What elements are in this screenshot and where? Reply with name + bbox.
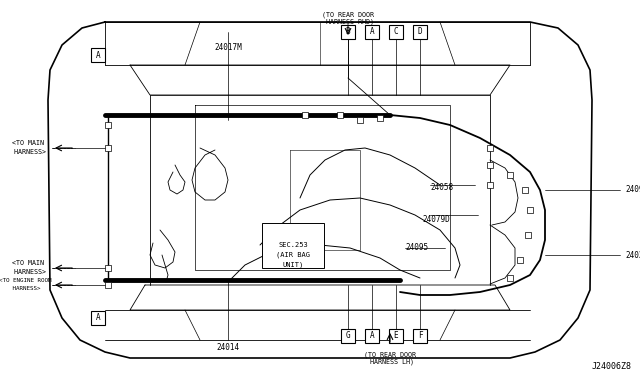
Bar bbox=[389, 329, 403, 343]
Bar bbox=[507, 275, 513, 281]
Text: HARNESS>: HARNESS> bbox=[9, 286, 41, 292]
Text: 24014: 24014 bbox=[216, 343, 239, 353]
Text: C: C bbox=[394, 28, 398, 36]
Text: HARNESS LH): HARNESS LH) bbox=[366, 359, 414, 365]
Bar bbox=[365, 329, 379, 343]
Text: A: A bbox=[96, 314, 100, 323]
Text: HARNESS>: HARNESS> bbox=[10, 149, 46, 155]
Bar bbox=[517, 257, 523, 263]
Text: G: G bbox=[346, 331, 350, 340]
Bar bbox=[262, 223, 324, 268]
Text: 24079D: 24079D bbox=[422, 215, 450, 224]
Text: SEC.253: SEC.253 bbox=[278, 242, 308, 248]
Text: 24058: 24058 bbox=[430, 183, 453, 192]
Bar bbox=[487, 145, 493, 151]
Bar bbox=[91, 48, 105, 62]
Text: D: D bbox=[418, 28, 422, 36]
Bar bbox=[507, 172, 513, 178]
Bar bbox=[341, 25, 355, 39]
Text: 24093M: 24093M bbox=[625, 186, 640, 195]
Bar bbox=[365, 25, 379, 39]
Bar bbox=[337, 112, 343, 118]
Polygon shape bbox=[48, 22, 592, 358]
Bar bbox=[413, 329, 427, 343]
Text: UNIT): UNIT) bbox=[282, 262, 303, 268]
Text: (TO REAR DOOR: (TO REAR DOOR bbox=[322, 12, 374, 18]
Bar bbox=[105, 265, 111, 271]
Text: HARNESS>: HARNESS> bbox=[10, 269, 46, 275]
Text: 24017M: 24017M bbox=[214, 44, 242, 52]
Bar bbox=[302, 112, 308, 118]
Text: <TO MAIN: <TO MAIN bbox=[12, 260, 44, 266]
Bar bbox=[527, 207, 533, 213]
Bar bbox=[105, 282, 111, 288]
Text: J24006Z8: J24006Z8 bbox=[592, 362, 632, 371]
Text: <TO MAIN: <TO MAIN bbox=[12, 140, 44, 146]
Text: (TO REAR DOOR: (TO REAR DOOR bbox=[364, 352, 416, 358]
Text: E: E bbox=[394, 331, 398, 340]
Text: HARNESS RHD): HARNESS RHD) bbox=[322, 19, 374, 25]
Bar bbox=[487, 162, 493, 168]
Bar bbox=[522, 187, 528, 193]
Text: A: A bbox=[96, 51, 100, 60]
Text: (AIR BAG: (AIR BAG bbox=[276, 252, 310, 258]
Text: A: A bbox=[370, 28, 374, 36]
Bar bbox=[357, 117, 363, 123]
Text: F: F bbox=[418, 331, 422, 340]
Bar bbox=[487, 182, 493, 188]
Bar bbox=[341, 329, 355, 343]
Text: 24095: 24095 bbox=[405, 244, 428, 253]
Text: 24027N: 24027N bbox=[625, 250, 640, 260]
Bar bbox=[91, 311, 105, 325]
Text: A: A bbox=[370, 331, 374, 340]
Bar bbox=[105, 122, 111, 128]
Bar bbox=[377, 115, 383, 121]
Text: <TO ENGINE ROOM: <TO ENGINE ROOM bbox=[0, 278, 51, 282]
Bar bbox=[105, 145, 111, 151]
Bar bbox=[413, 25, 427, 39]
Text: B: B bbox=[346, 28, 350, 36]
Bar bbox=[525, 232, 531, 238]
Bar bbox=[389, 25, 403, 39]
